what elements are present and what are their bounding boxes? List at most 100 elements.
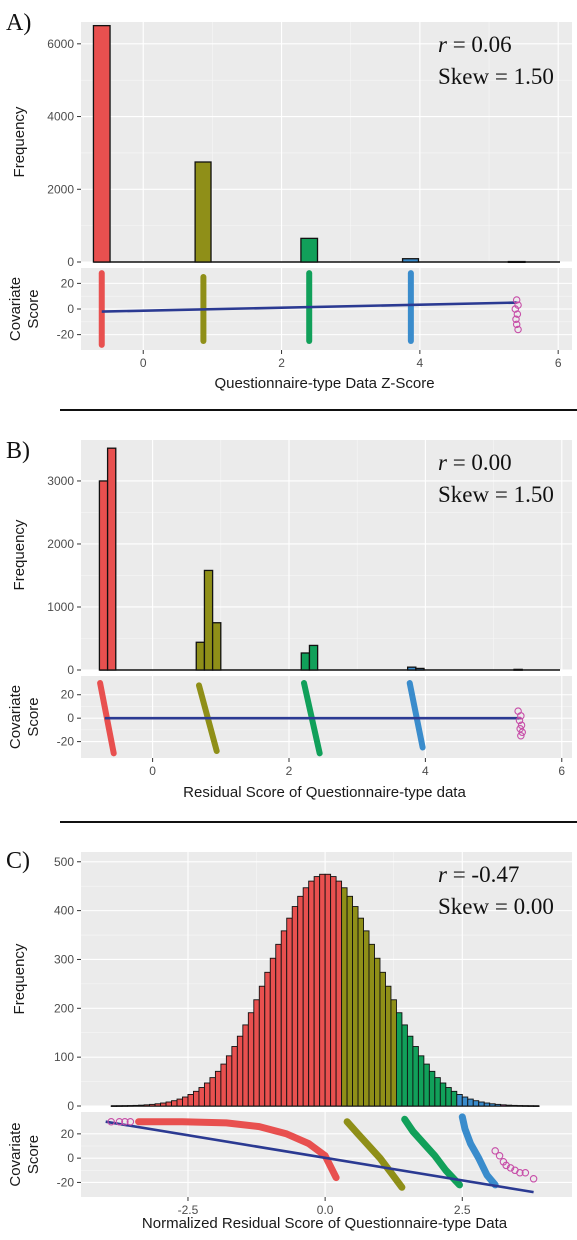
histogram-bar — [352, 906, 359, 1107]
scatter-point-open — [512, 315, 520, 323]
y-tick-label: 0 — [67, 255, 74, 269]
scatter-point-open — [502, 1161, 510, 1170]
histogram-y-axis-title: Frequency — [11, 519, 28, 590]
y-tick-label: 2000 — [47, 182, 74, 196]
y-tick-label: 0 — [67, 302, 74, 316]
scatter-point-open — [495, 1151, 504, 1160]
histogram-bar — [308, 880, 315, 1107]
scatter-point-open — [121, 1117, 129, 1126]
r-value: = -0.47 — [447, 862, 519, 887]
histogram-bar — [346, 895, 354, 1107]
histogram-bar — [308, 644, 319, 671]
skew-statistic: Skew = 1.50 — [438, 482, 554, 507]
x-tick-label: -2.5 — [178, 1203, 199, 1217]
scatter-point-open — [529, 1175, 538, 1183]
r-symbol: r — [438, 32, 448, 57]
scatter-point-open — [491, 1147, 499, 1155]
histogram-bar — [357, 917, 364, 1107]
histogram-bar — [415, 667, 425, 671]
scatter-point-open — [517, 721, 526, 729]
scatter-curve-blue — [458, 1113, 499, 1189]
histogram-bar — [116, 1105, 123, 1107]
histogram-bar — [439, 1082, 447, 1107]
histogram-bar — [203, 1082, 211, 1107]
scatter-point-open — [506, 1164, 515, 1172]
histogram-bar — [269, 957, 277, 1107]
histogram-bar — [478, 1101, 485, 1107]
histogram-bar — [511, 1104, 518, 1107]
histogram-bar — [401, 258, 420, 263]
histogram-bar — [379, 971, 386, 1107]
histogram-y-axis-title: Frequency — [11, 106, 28, 177]
x-axis-title: Normalized Residual Score of Questionnai… — [142, 1215, 508, 1232]
y-tick-label: 20 — [61, 1127, 75, 1141]
histogram-bar — [225, 1055, 233, 1107]
y-tick-label: 500 — [54, 855, 74, 869]
x-tick-label: 4 — [417, 356, 424, 370]
histogram-bar — [500, 1104, 507, 1107]
r-symbol: r — [438, 862, 448, 887]
histogram-bar — [363, 930, 370, 1107]
histogram-bar — [461, 1096, 469, 1107]
histogram-bar — [472, 1100, 480, 1107]
histogram-bar — [143, 1104, 151, 1107]
histogram-bar — [428, 1070, 436, 1107]
x-tick-label: 0 — [140, 356, 147, 370]
histogram-bar — [187, 1094, 194, 1107]
histogram-bar — [92, 24, 111, 263]
histogram-bar — [194, 161, 212, 263]
y-tick-label: 200 — [54, 1001, 74, 1015]
histogram-bar — [313, 876, 321, 1107]
scatter-point-open — [516, 1168, 524, 1177]
y-tick-label: 0 — [67, 663, 74, 677]
histogram-bar — [341, 887, 348, 1107]
histogram-bar — [533, 1105, 540, 1107]
y-tick-label: 1000 — [47, 600, 74, 614]
y-tick-label: 20 — [61, 276, 75, 290]
panel-tag: B) — [6, 438, 30, 464]
r-value: = 0.06 — [447, 32, 512, 57]
histogram-bar — [264, 971, 271, 1107]
histogram-bar — [275, 943, 282, 1107]
histogram-bar — [513, 668, 523, 671]
histogram-panel — [81, 440, 572, 670]
histogram-bar — [291, 906, 299, 1107]
histogram-bar — [390, 999, 397, 1107]
histogram-bar — [330, 876, 337, 1107]
histogram-bar — [401, 1024, 408, 1107]
histogram-bar — [154, 1103, 161, 1107]
histogram-bar — [160, 1102, 167, 1107]
x-tick-label: 6 — [558, 764, 565, 778]
scatter-point-open — [518, 728, 526, 736]
x-axis-title: Residual Score of Questionnaire-type dat… — [183, 784, 466, 801]
histogram-bar — [522, 1105, 529, 1107]
scatter-point-open — [107, 1117, 115, 1126]
histogram-bar — [242, 1024, 249, 1107]
histogram-bar — [319, 873, 326, 1107]
histogram-bar — [198, 1087, 205, 1107]
y-tick-label: 0 — [67, 1099, 74, 1113]
histogram-bar — [176, 1098, 183, 1107]
histogram-bar — [450, 1090, 458, 1107]
histogram-bar — [236, 1035, 244, 1107]
histogram-bar — [505, 1104, 513, 1107]
x-axis-title: Questionnaire-type Data Z-Score — [214, 375, 434, 392]
histogram-bar — [374, 957, 381, 1107]
histogram-bar — [335, 880, 343, 1107]
histogram-bar — [280, 930, 288, 1107]
y-tick-label: -20 — [57, 1175, 75, 1189]
histogram-bar — [211, 622, 222, 671]
histogram-bar — [407, 666, 417, 671]
histogram-bar — [434, 1077, 441, 1107]
histogram-bar — [98, 480, 109, 671]
scatter-point-open — [521, 1168, 530, 1177]
histogram-bar — [121, 1105, 129, 1107]
histogram-bar — [489, 1103, 496, 1107]
histogram-bar — [132, 1104, 140, 1107]
histogram-bar — [193, 1090, 200, 1107]
histogram-bar — [203, 569, 214, 671]
histogram-bar — [302, 887, 310, 1107]
